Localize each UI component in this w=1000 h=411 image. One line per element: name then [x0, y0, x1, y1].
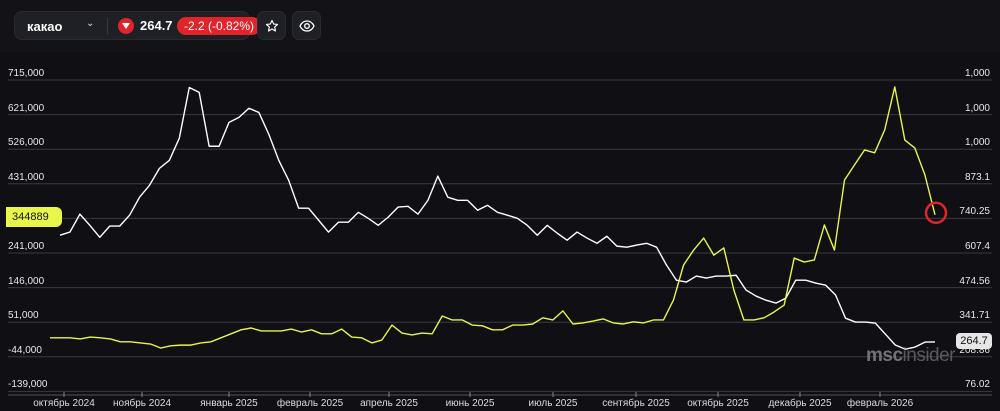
x-axis-label: сентябрь 2025	[602, 398, 670, 409]
x-axis-label: декабрь 2025	[768, 398, 832, 409]
last-point-marker	[924, 201, 948, 225]
right-axis-tick: 740.25	[959, 206, 990, 218]
right-axis-tick: 474.56	[959, 275, 990, 287]
right-axis-tick: 208.86	[959, 344, 990, 356]
left-axis-tick: 715,000	[8, 68, 45, 79]
last-price: 264.7	[140, 18, 173, 33]
watch-button[interactable]	[292, 11, 321, 40]
right-axis-current-value: 264.7	[956, 333, 992, 349]
x-axis-label: февраль 2025	[276, 398, 344, 409]
x-axis-label: февраль 2026	[846, 398, 914, 409]
favorite-button[interactable]	[257, 11, 286, 40]
left-axis-tick: 526,000	[8, 137, 45, 149]
right-axis-tick: 76.02	[964, 379, 990, 391]
left-axis-tick: 431,000	[8, 171, 45, 183]
left-axis-tick: -44,000	[8, 344, 42, 356]
right-axis-tick: 1,000	[964, 102, 990, 114]
chevron-down-icon[interactable]: ⌄	[86, 18, 95, 29]
right-axis-tick: 1,000	[964, 68, 990, 79]
x-axis-label: январь 2025	[200, 398, 258, 409]
right-axis-tick: 341.71	[959, 310, 990, 322]
x-axis-label: апрель 2025	[360, 398, 418, 409]
eye-icon	[298, 19, 315, 32]
right-axis-tick: 1,000	[964, 137, 990, 149]
x-axis-label: октябрь 2025	[687, 398, 749, 409]
x-axis-label: июнь 2025	[445, 398, 495, 409]
star-icon	[265, 19, 278, 32]
instrument-selector[interactable]: какао ⌄ 264.7 -2.2 (-0.82%)	[14, 11, 262, 40]
left-axis-tick: -139,000	[8, 379, 48, 391]
msc-insider-watermark: mscinsider	[866, 345, 956, 366]
price-change-badge: -2.2 (-0.82%)	[177, 17, 262, 35]
divider	[107, 18, 108, 34]
left-axis-current-value: 344889	[6, 207, 62, 227]
x-axis-label: июль 2025	[528, 398, 578, 409]
ticker-name: какао	[27, 19, 63, 34]
series-line-1	[50, 86, 936, 349]
left-axis-tick: 51,000	[8, 310, 39, 322]
x-axis-label: октябрь 2024	[33, 398, 95, 409]
right-axis-tick: 607.4	[964, 241, 990, 252]
left-axis-tick: 146,000	[8, 275, 45, 287]
x-axis-label: ноябрь 2024	[112, 398, 172, 409]
left-axis-tick: 241,000	[8, 241, 45, 252]
triangle-down-icon	[118, 18, 134, 34]
series-line-0	[59, 86, 936, 350]
right-axis-tick: 873.1	[964, 171, 990, 183]
left-axis-tick: 621,000	[8, 102, 45, 114]
